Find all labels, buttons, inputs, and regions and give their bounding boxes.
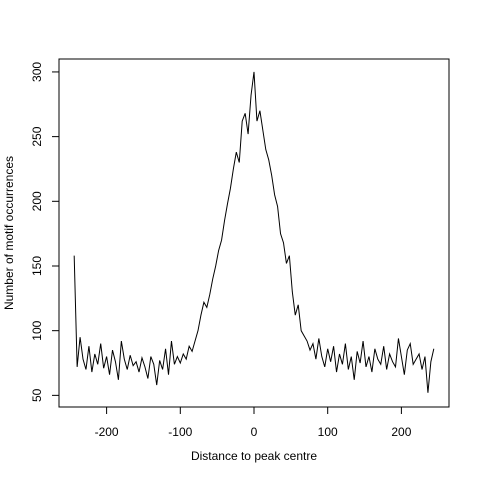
x-tick-label: -100 [168, 425, 192, 439]
data-line [73, 71, 435, 393]
y-tick-label: 200 [30, 191, 44, 211]
x-tick-label: 0 [251, 425, 258, 439]
y-tick-label: 250 [30, 126, 44, 146]
y-tick-label: 100 [30, 320, 44, 340]
x-axis-label: Distance to peak centre [191, 449, 317, 463]
y-tick-label: 150 [30, 256, 44, 276]
y-axis-label: Number of motif occurrences [2, 156, 16, 310]
y-tick-label: 300 [30, 62, 44, 82]
y-tick-label: 50 [30, 388, 44, 402]
x-tick-label: -200 [95, 425, 119, 439]
x-tick-label: 100 [318, 425, 338, 439]
x-tick-label: 200 [391, 425, 411, 439]
